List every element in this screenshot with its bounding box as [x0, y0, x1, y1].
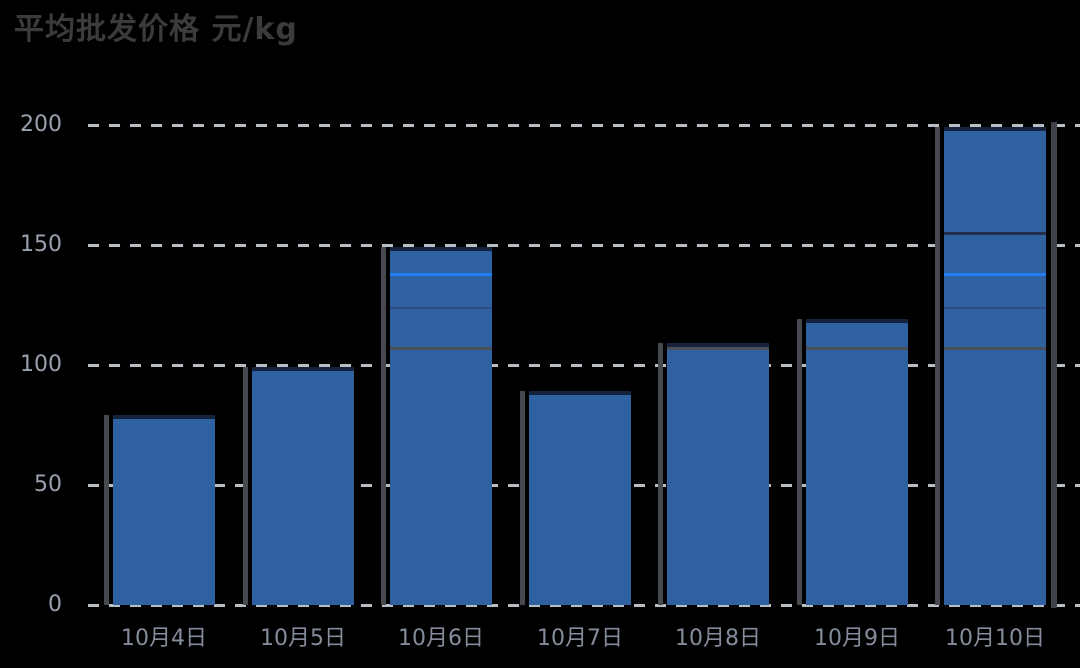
bar [243, 367, 354, 605]
reference-line-segment [944, 307, 1046, 309]
x-axis-tick-label: 10月6日 [398, 626, 484, 651]
reference-line-segment [944, 347, 1046, 350]
reference-line-segment [667, 347, 769, 350]
bar-left-shadow [797, 319, 802, 605]
bar [797, 319, 908, 605]
bar [381, 247, 492, 605]
reference-line-segment [390, 307, 492, 309]
reference-line-segment [390, 347, 492, 350]
bar-left-shadow [243, 367, 248, 605]
reference-line-segment [944, 232, 1046, 235]
bar-left-shadow [658, 343, 663, 605]
reference-line-segment [390, 273, 492, 276]
bar [104, 415, 215, 605]
gridline [88, 244, 1080, 247]
bar [658, 343, 769, 605]
gridline [88, 364, 1080, 367]
bar [935, 127, 1046, 605]
bar-left-shadow [935, 127, 940, 605]
y-axis-tick-label: 150 [20, 232, 62, 257]
gridline [88, 124, 1080, 127]
y-axis-tick-label: 100 [20, 352, 62, 377]
bar [520, 391, 631, 605]
gridline [88, 604, 1080, 607]
bar-left-shadow [520, 391, 525, 605]
y-axis-tick-label: 200 [20, 112, 62, 137]
reference-line-segment [806, 347, 908, 350]
x-axis-tick-label: 10月7日 [537, 626, 623, 651]
y-axis-tick-label: 50 [34, 472, 62, 497]
x-axis-tick-label: 10月4日 [121, 626, 207, 651]
reference-line-segment [944, 273, 1046, 276]
plot-right-border [1051, 122, 1057, 608]
x-axis-tick-label: 10月10日 [945, 626, 1045, 651]
bar-left-shadow [381, 247, 386, 605]
x-axis-tick-label: 10月9日 [814, 626, 900, 651]
chart-title: 平均批发价格 元/kg [14, 12, 298, 47]
bar-left-shadow [104, 415, 109, 605]
x-axis-tick-label: 10月8日 [675, 626, 761, 651]
y-axis-tick-label: 0 [48, 592, 62, 617]
x-axis-tick-label: 10月5日 [260, 626, 346, 651]
